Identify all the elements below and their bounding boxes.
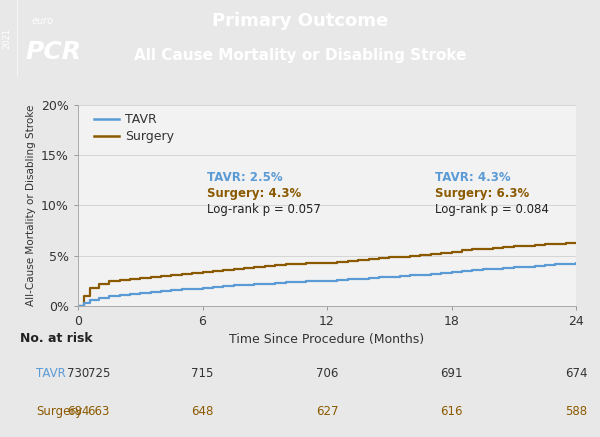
Text: 706: 706 (316, 367, 338, 380)
Text: Log-rank p = 0.084: Log-rank p = 0.084 (435, 203, 549, 216)
Legend: TAVR, Surgery: TAVR, Surgery (94, 113, 175, 143)
Text: 648: 648 (191, 405, 214, 418)
Text: No. at risk: No. at risk (20, 332, 92, 345)
Text: 616: 616 (440, 405, 463, 418)
Text: 730: 730 (67, 367, 89, 380)
Text: 2021: 2021 (2, 28, 12, 49)
Text: PCR: PCR (25, 40, 81, 64)
Text: Log-rank p = 0.057: Log-rank p = 0.057 (206, 203, 320, 216)
Text: TAVR: TAVR (37, 367, 66, 380)
Text: 663: 663 (88, 405, 110, 418)
Text: 715: 715 (191, 367, 214, 380)
Text: Surgery: Surgery (37, 405, 83, 418)
Text: Surgery: 6.3%: Surgery: 6.3% (435, 187, 529, 200)
Text: Surgery: 4.3%: Surgery: 4.3% (206, 187, 301, 200)
Text: 627: 627 (316, 405, 338, 418)
Text: 691: 691 (440, 367, 463, 380)
Text: 588: 588 (565, 405, 587, 418)
Text: All Cause Mortality or Disabling Stroke: All Cause Mortality or Disabling Stroke (134, 48, 466, 62)
Text: 684: 684 (67, 405, 89, 418)
Text: 674: 674 (565, 367, 587, 380)
Text: TAVR: 2.5%: TAVR: 2.5% (206, 171, 282, 184)
Text: 725: 725 (88, 367, 110, 380)
Text: TAVR: 4.3%: TAVR: 4.3% (435, 171, 511, 184)
Text: euro: euro (31, 17, 53, 26)
Text: Primary Outcome: Primary Outcome (212, 12, 388, 31)
Y-axis label: All-Cause Mortality or Disabling Stroke: All-Cause Mortality or Disabling Stroke (26, 105, 35, 306)
X-axis label: Time Since Procedure (Months): Time Since Procedure (Months) (229, 333, 425, 347)
